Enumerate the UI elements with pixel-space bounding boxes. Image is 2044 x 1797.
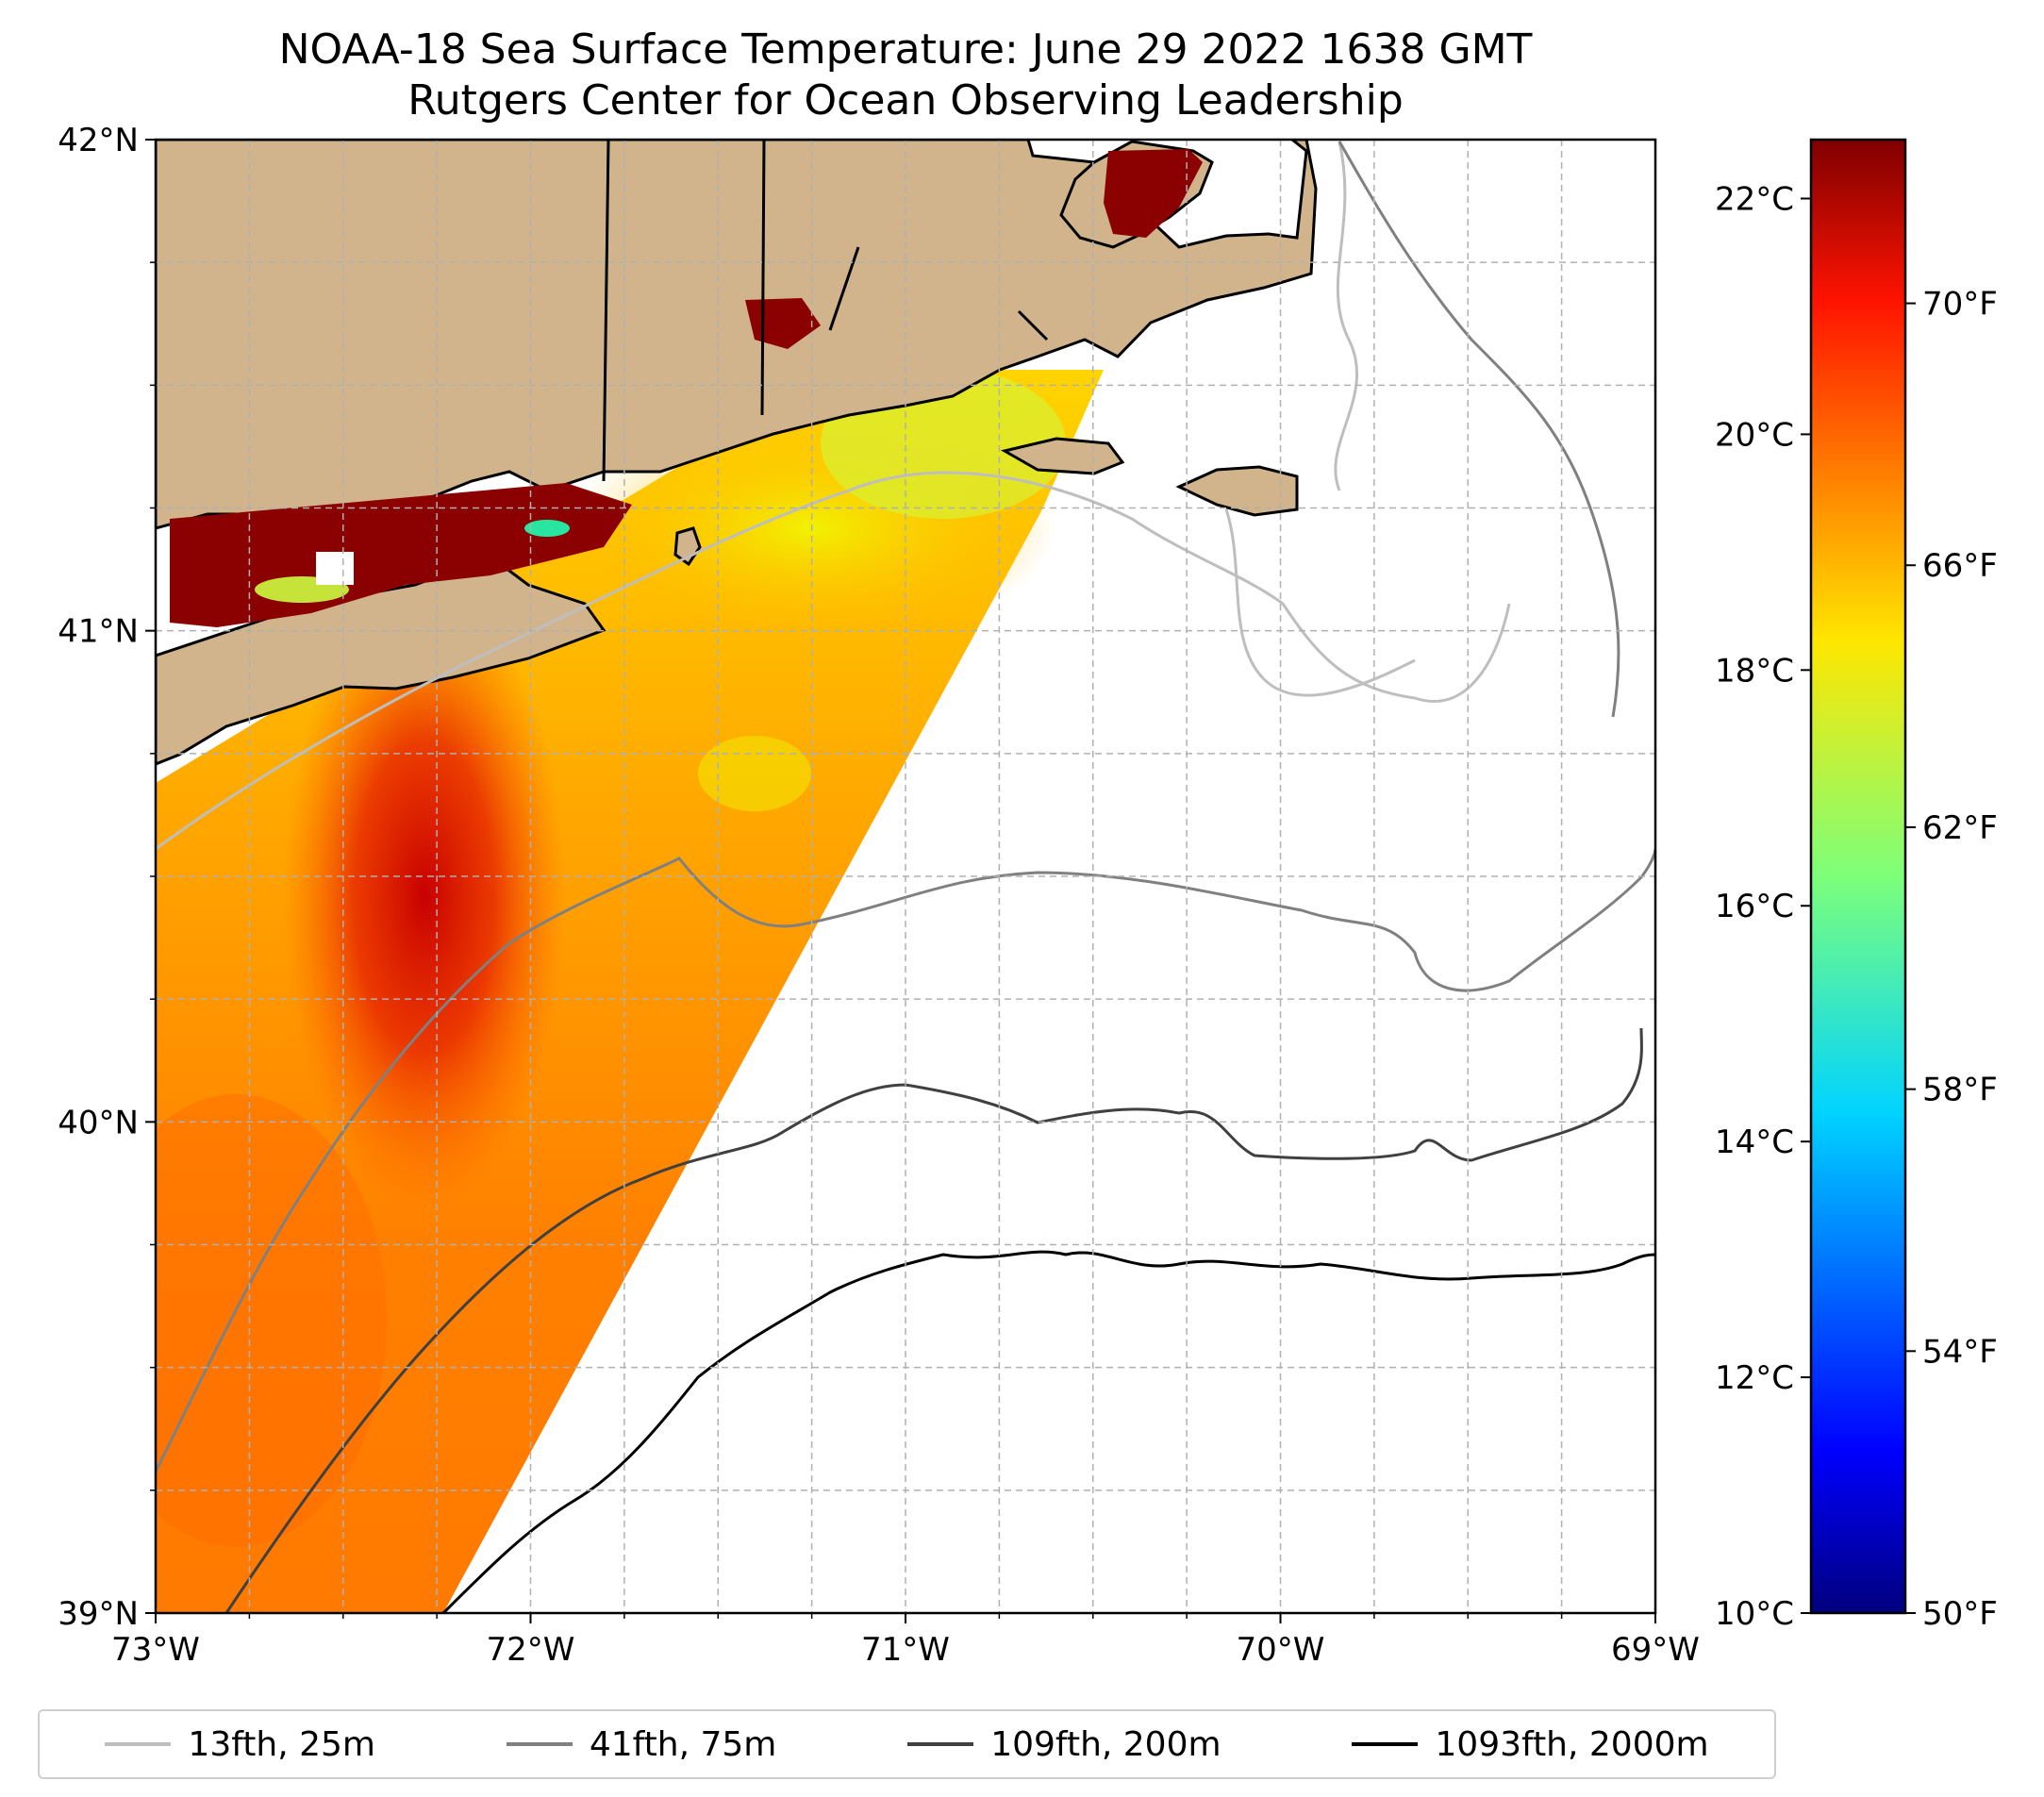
lat-tick-label: 40°N: [58, 1104, 139, 1141]
legend-item-2000m: 1093fth, 2000m: [1352, 1724, 1709, 1764]
nantucket: [1175, 465, 1299, 517]
map-axis-ticks: 73°W 72°W 71°W 70°W 69°W 42°N 41°N 40°N 39°N: [58, 122, 1700, 1669]
celsius-tick-label: 10°C: [1715, 1595, 1794, 1633]
isobath-2000m: [441, 1250, 1655, 1613]
celsius-tick-label: 22°C: [1715, 180, 1794, 218]
fahrenheit-tick-label: 70°F: [1922, 286, 1998, 324]
celsius-tick-label: 16°C: [1715, 888, 1794, 925]
legend-swatch-75m: [506, 1742, 573, 1746]
legend-swatch-200m: [907, 1742, 974, 1746]
lat-tick-label: 39°N: [58, 1595, 139, 1633]
lon-tick-label: 71°W: [861, 1631, 950, 1669]
fahrenheit-tick-label: 58°F: [1922, 1072, 1998, 1109]
lon-tick-label: 73°W: [111, 1631, 200, 1669]
legend-item-25m: 13fth, 25m: [105, 1725, 375, 1764]
fahrenheit-tick-label: 66°F: [1922, 547, 1998, 585]
map-gridlines: [156, 140, 1655, 1613]
isobath-legend: 13fth, 25m 41fth, 75m 109fth, 200m 1093f…: [38, 1709, 1776, 1779]
lon-tick-label: 72°W: [487, 1631, 575, 1669]
chart-subtitle: Rutgers Center for Ocean Observing Leade…: [407, 76, 1404, 125]
legend-item-75m: 41fth, 75m: [506, 1724, 777, 1764]
fahrenheit-tick-label: 54°F: [1922, 1333, 1998, 1371]
fahrenheit-tick-label: 62°F: [1922, 809, 1998, 847]
chart-title: NOAA-18 Sea Surface Temperature: June 29…: [278, 25, 1533, 74]
lat-tick-label: 42°N: [58, 122, 139, 159]
state-boundaries: [602, 140, 1049, 482]
legend-label-25m: 13fth, 25m: [188, 1724, 375, 1764]
celsius-tick-label: 14°C: [1715, 1123, 1794, 1161]
legend-label-200m: 109fth, 200m: [990, 1724, 1221, 1764]
colorbar: [1809, 138, 1907, 1615]
legend-label-75m: 41fth, 75m: [589, 1724, 777, 1764]
celsius-tick-label: 18°C: [1715, 652, 1794, 690]
isobath-200m: [224, 1027, 1643, 1613]
lon-tick-label: 70°W: [1237, 1631, 1325, 1669]
colorbar-ticks: 22°C 20°C 18°C 16°C 14°C 12°C 10°C 70°F 66°F 62°F…: [1715, 180, 1998, 1633]
map-content: [156, 140, 1655, 1613]
celsius-tick-label: 20°C: [1715, 416, 1794, 454]
isobath-25m: [156, 141, 1511, 851]
celsius-tick-label: 12°C: [1715, 1359, 1794, 1397]
warm-sound-waters: [170, 149, 1203, 627]
isobath-75m: [156, 141, 1655, 1473]
legend-swatch-25m: [105, 1742, 172, 1746]
legend-label-2000m: 1093fth, 2000m: [1435, 1724, 1709, 1764]
legend-item-200m: 109fth, 200m: [907, 1725, 1221, 1764]
legend-swatch-2000m: [1352, 1742, 1419, 1746]
lon-tick-label: 69°W: [1611, 1631, 1700, 1669]
lat-tick-label: 41°N: [58, 613, 139, 651]
fahrenheit-tick-label: 50°F: [1922, 1595, 1998, 1633]
